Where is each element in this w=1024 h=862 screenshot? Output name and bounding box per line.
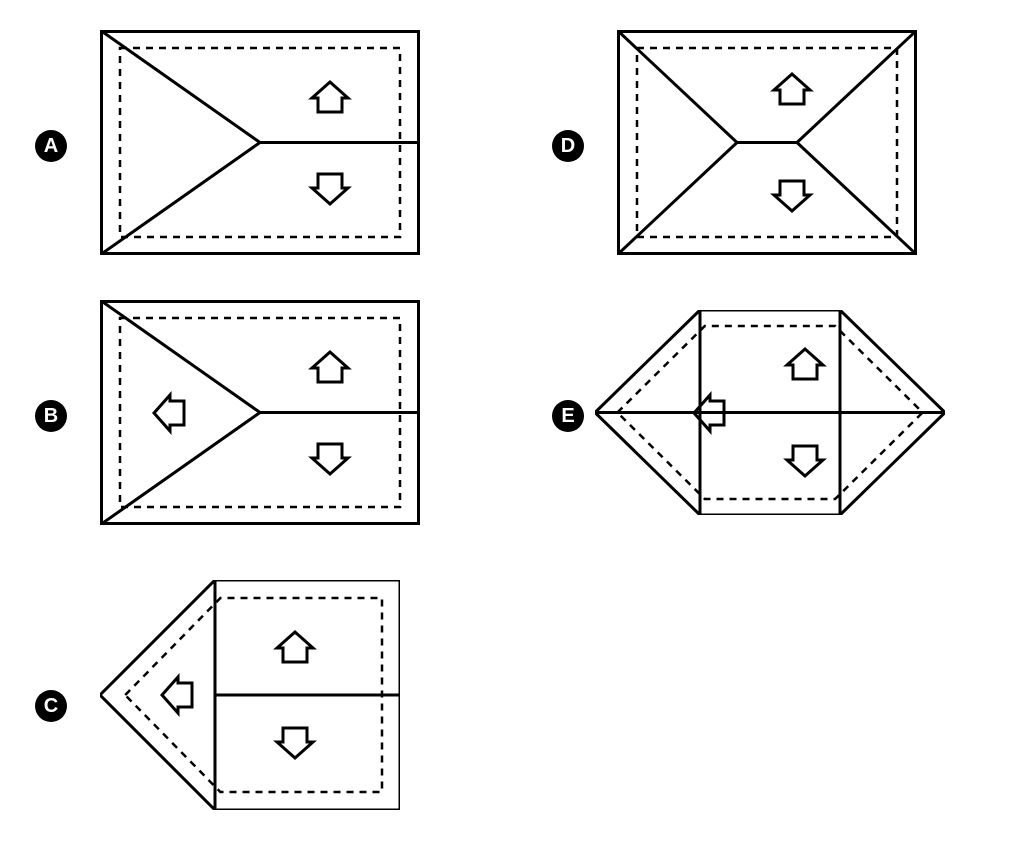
arrow-up-icon <box>312 352 348 382</box>
diagram-panel-b <box>100 300 420 525</box>
arrow-down-icon <box>774 181 810 211</box>
diagram-panel-c <box>100 580 400 810</box>
panel-badge-a: A <box>35 130 67 162</box>
panel-badge-label: C <box>35 690 67 722</box>
arrow-down-icon <box>277 728 313 758</box>
diagram-panel-d <box>617 30 917 255</box>
arrow-up-icon <box>277 632 313 662</box>
panel-badge-e: E <box>552 400 584 432</box>
panel-badge-label: E <box>552 400 584 432</box>
panel-badge-c: C <box>35 690 67 722</box>
arrow-up-icon <box>312 82 348 112</box>
arrow-down-icon <box>787 446 823 476</box>
panel-badge-d: D <box>552 130 584 162</box>
arrow-up-icon <box>787 349 823 379</box>
arrow-left-icon <box>162 677 192 713</box>
diagram-panel-a <box>100 30 420 255</box>
arrow-left-icon <box>154 395 184 431</box>
panel-badge-label: B <box>35 400 67 432</box>
arrow-up-icon <box>774 74 810 104</box>
arrow-down-icon <box>312 174 348 204</box>
panel-badge-label: D <box>552 130 584 162</box>
arrow-down-icon <box>312 444 348 474</box>
diagram-panel-e <box>595 310 945 515</box>
panel-badge-b: B <box>35 400 67 432</box>
panel-badge-label: A <box>35 130 67 162</box>
